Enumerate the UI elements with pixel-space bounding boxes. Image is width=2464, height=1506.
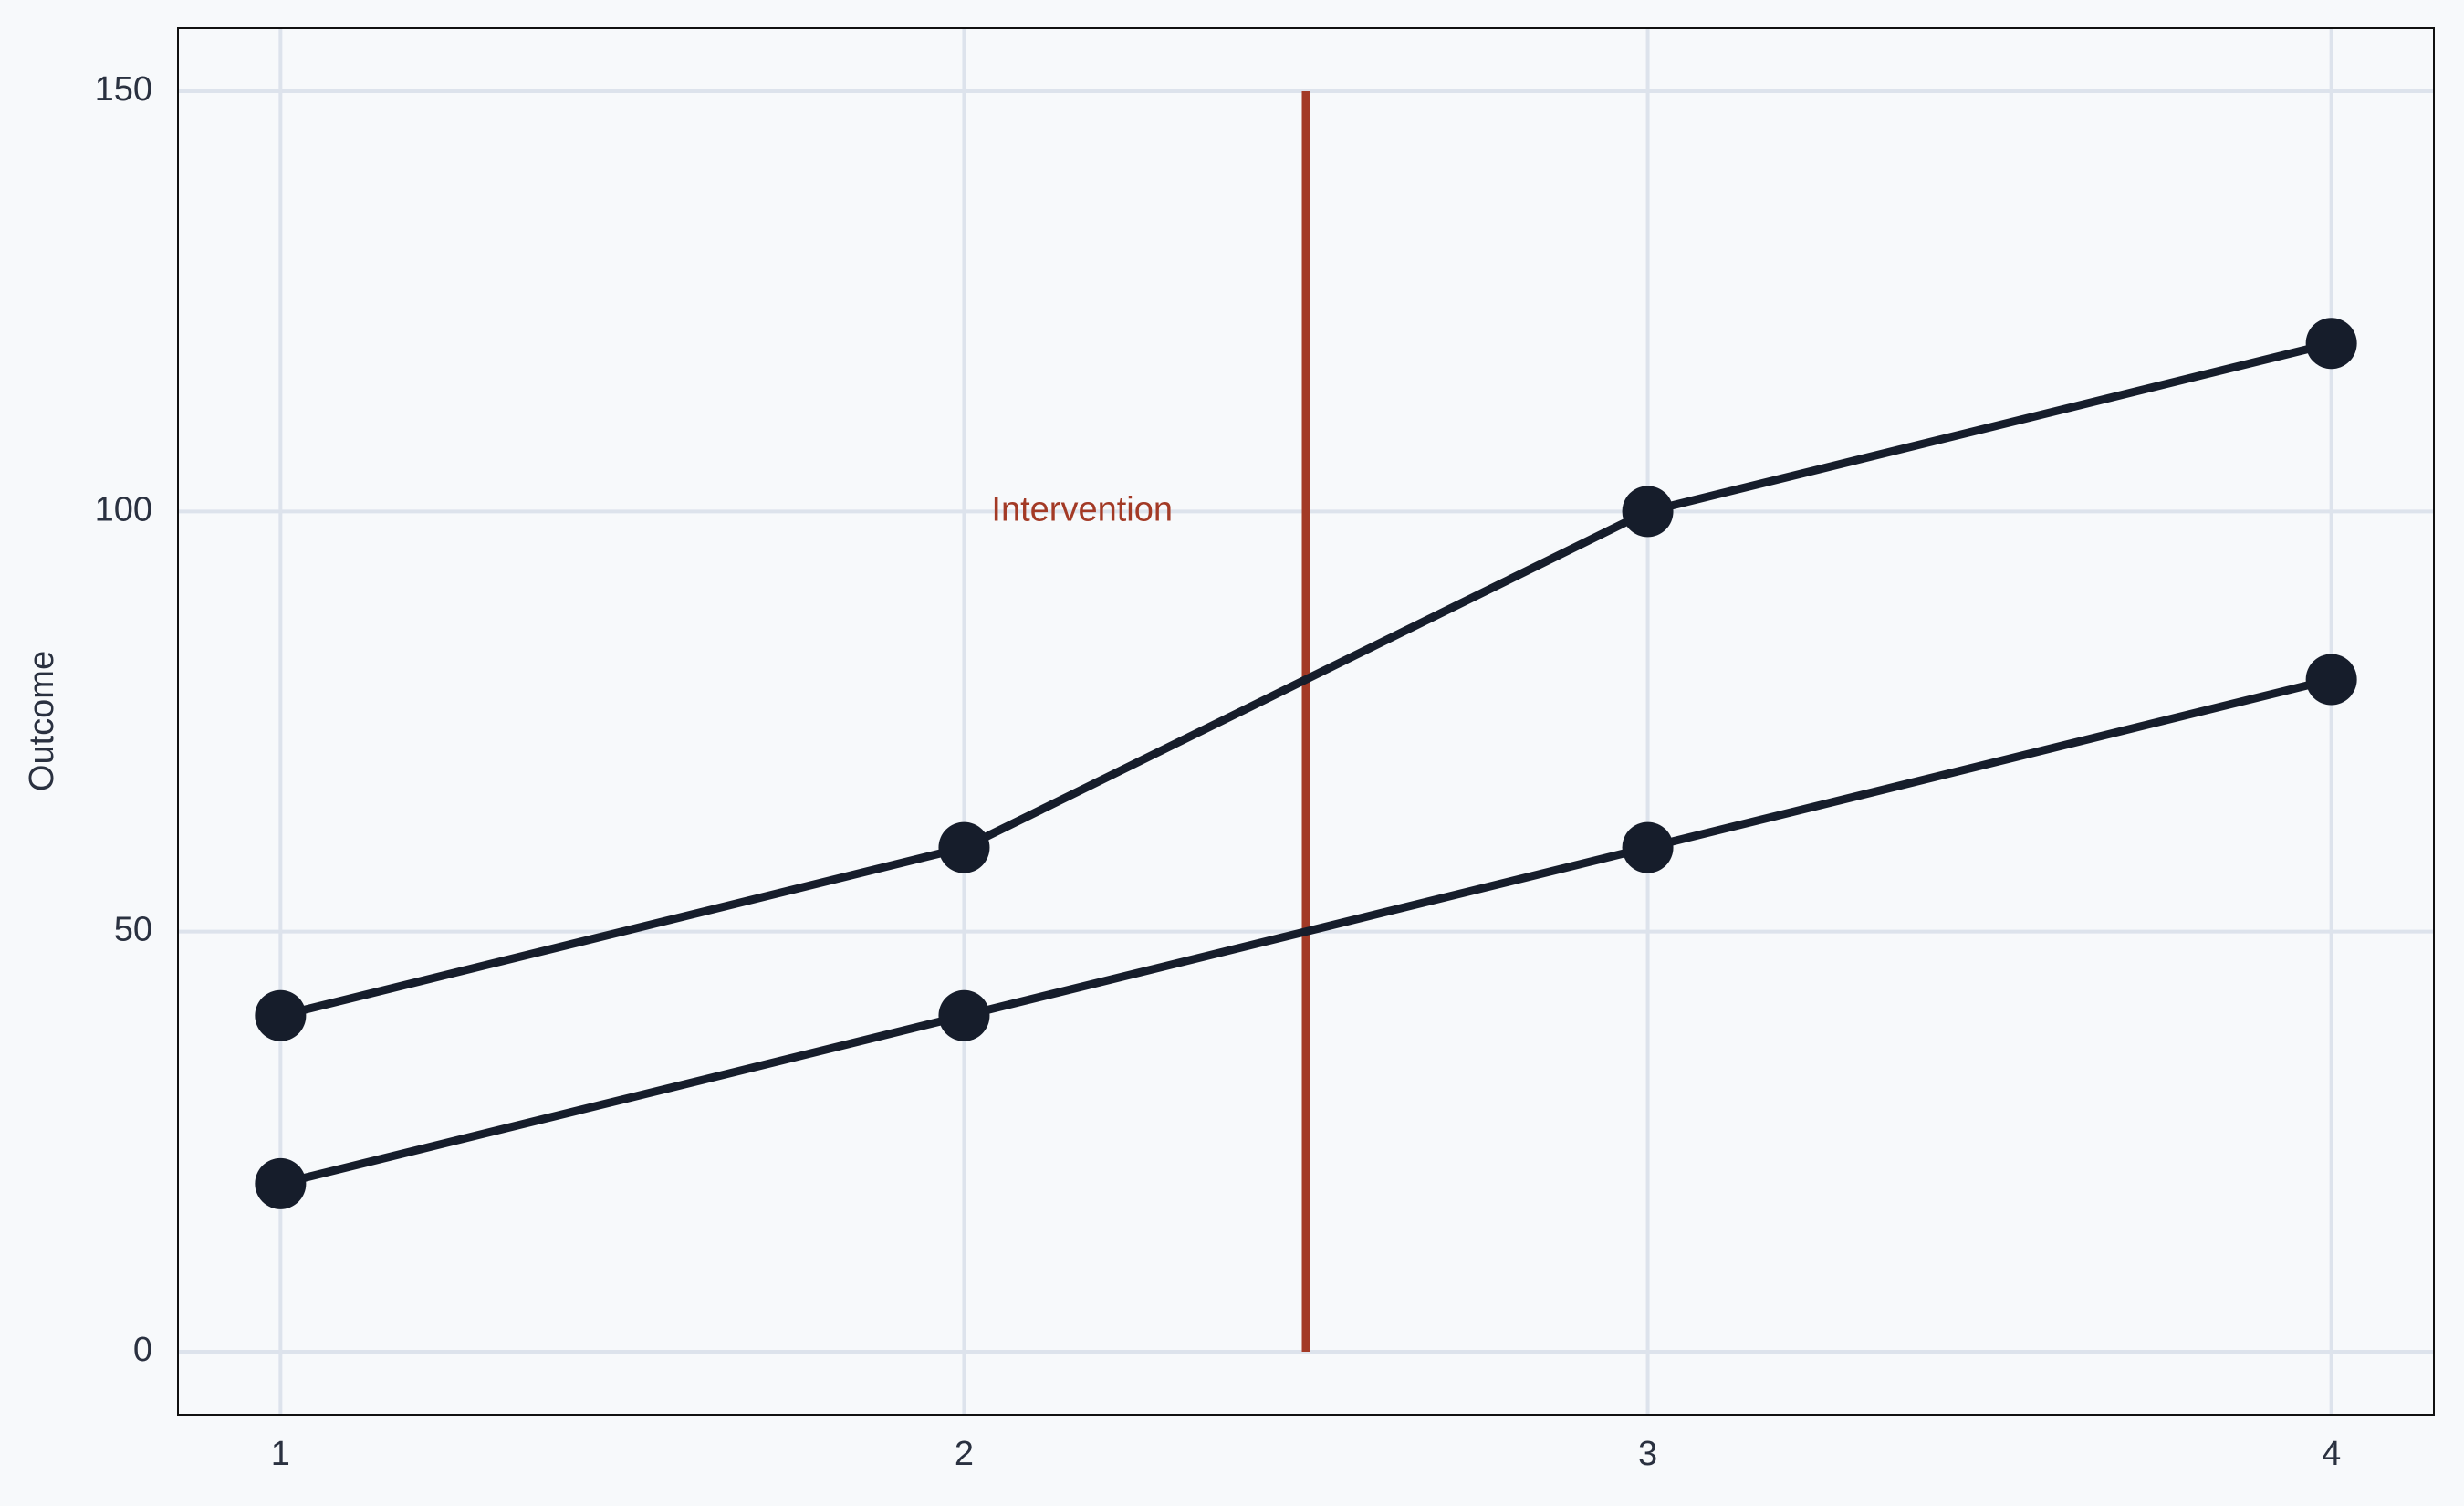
data-point: [1622, 821, 1674, 873]
data-point: [255, 1157, 307, 1209]
data-point: [1622, 486, 1674, 538]
data-point: [255, 989, 307, 1041]
y-tick-label: 150: [95, 70, 152, 109]
y-tick-label: 0: [133, 1331, 152, 1369]
plot-frame: [177, 27, 2435, 1416]
series-line: [279, 675, 2333, 1188]
x-tick-label: 3: [1638, 1435, 1657, 1473]
data-point: [2305, 318, 2357, 370]
y-tick-label: 100: [95, 490, 152, 528]
data-point: [938, 989, 990, 1041]
y-axis-label: Outcome: [23, 651, 61, 791]
series-line: [279, 339, 2333, 1020]
data-point: [938, 821, 990, 873]
y-tick-label: 50: [114, 911, 152, 949]
x-tick-label: 2: [955, 1435, 974, 1473]
x-tick-label: 4: [2322, 1435, 2341, 1473]
x-tick-label: 1: [271, 1435, 290, 1473]
marks: [255, 91, 2357, 1352]
annotation: Intervention: [991, 490, 1173, 528]
data-point: [2305, 654, 2357, 706]
